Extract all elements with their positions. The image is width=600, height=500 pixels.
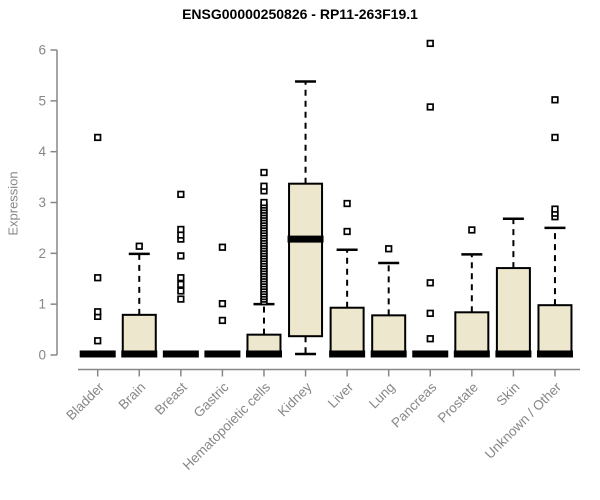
y-tick-label: 0 xyxy=(38,348,46,363)
outlier-point xyxy=(94,133,102,142)
y-tick-label: 3 xyxy=(38,195,46,210)
outlier-point xyxy=(218,316,227,325)
outlier-point xyxy=(260,168,268,177)
median-line xyxy=(121,350,158,358)
box-group-brain xyxy=(121,242,158,358)
y-tick-label: 2 xyxy=(38,246,46,261)
x-category-label-liver: Liver xyxy=(325,379,357,411)
median-line xyxy=(453,350,490,358)
box-group-bladder xyxy=(79,133,116,358)
x-category-label-gastric: Gastric xyxy=(191,379,232,420)
box-group-breast xyxy=(162,190,199,358)
outlier-point xyxy=(94,274,102,282)
y-tick-label: 6 xyxy=(38,43,46,58)
outlier-point xyxy=(260,182,268,190)
outlier-point xyxy=(177,274,185,282)
median-line xyxy=(287,235,324,243)
outlier-point xyxy=(343,199,351,208)
median-line xyxy=(245,350,282,358)
outlier-point xyxy=(135,242,143,250)
median-line xyxy=(370,350,407,358)
outlier-point xyxy=(551,96,559,104)
x-category-label-skin: Skin xyxy=(493,380,522,409)
outlier-point xyxy=(177,280,185,288)
x-category-label-bladder: Bladder xyxy=(63,379,107,423)
x-category-label-brain: Brain xyxy=(115,380,148,413)
box-group-hematopoietic-cells xyxy=(245,168,282,358)
chart-title: ENSG00000250826 - RP11-263F19.1 xyxy=(182,6,418,22)
median-line xyxy=(329,350,366,358)
outlier-point xyxy=(177,225,185,234)
outlier-point xyxy=(426,279,434,287)
outlier-point xyxy=(177,295,185,303)
x-category-label-prostate: Prostate xyxy=(435,380,481,426)
outlier-point xyxy=(218,300,227,308)
box-group-pancreas xyxy=(412,39,449,358)
outlier-point xyxy=(94,308,102,316)
median-line xyxy=(79,350,116,358)
outlier-point xyxy=(385,245,393,253)
box xyxy=(288,182,324,338)
box xyxy=(121,313,157,356)
x-category-label-lung: Lung xyxy=(366,380,398,412)
y-tick-label: 5 xyxy=(38,93,46,108)
box xyxy=(454,311,490,357)
x-category-label-kidney: Kidney xyxy=(275,379,315,419)
box-group-unknown-other xyxy=(536,96,573,358)
box xyxy=(537,304,573,356)
outlier-point xyxy=(426,39,434,48)
outlier-point xyxy=(177,190,185,199)
box xyxy=(371,314,407,356)
outlier-point xyxy=(177,287,185,295)
outlier-point xyxy=(343,227,351,236)
box-group-lung xyxy=(370,245,407,358)
box-group-gastric xyxy=(204,243,241,358)
box-group-kidney xyxy=(287,80,324,356)
median-line xyxy=(204,350,241,358)
box-group-skin xyxy=(495,217,532,358)
median-line xyxy=(162,350,199,358)
median-line xyxy=(412,350,449,358)
y-tick-label: 1 xyxy=(38,297,46,312)
outlier-point xyxy=(551,205,559,213)
box-group-liver xyxy=(329,199,366,358)
x-category-label-pancreas: Pancreas xyxy=(388,379,439,430)
box-group-prostate xyxy=(453,226,490,358)
box xyxy=(495,267,531,356)
outlier-point xyxy=(426,309,434,317)
x-category-label-breast: Breast xyxy=(152,379,190,417)
outlier-point xyxy=(551,133,559,142)
outlier-point xyxy=(426,103,434,111)
median-line xyxy=(495,350,532,358)
y-tick-label: 4 xyxy=(38,144,46,159)
outlier-point xyxy=(260,198,268,207)
outlier-point xyxy=(426,335,434,343)
outlier-point xyxy=(177,252,185,260)
box xyxy=(329,306,365,356)
outlier-point xyxy=(218,243,227,251)
outlier-point xyxy=(468,226,476,234)
x-category-label-unknown-other: Unknown / Other xyxy=(482,379,565,462)
outlier-point xyxy=(94,337,102,345)
median-line xyxy=(536,350,573,358)
